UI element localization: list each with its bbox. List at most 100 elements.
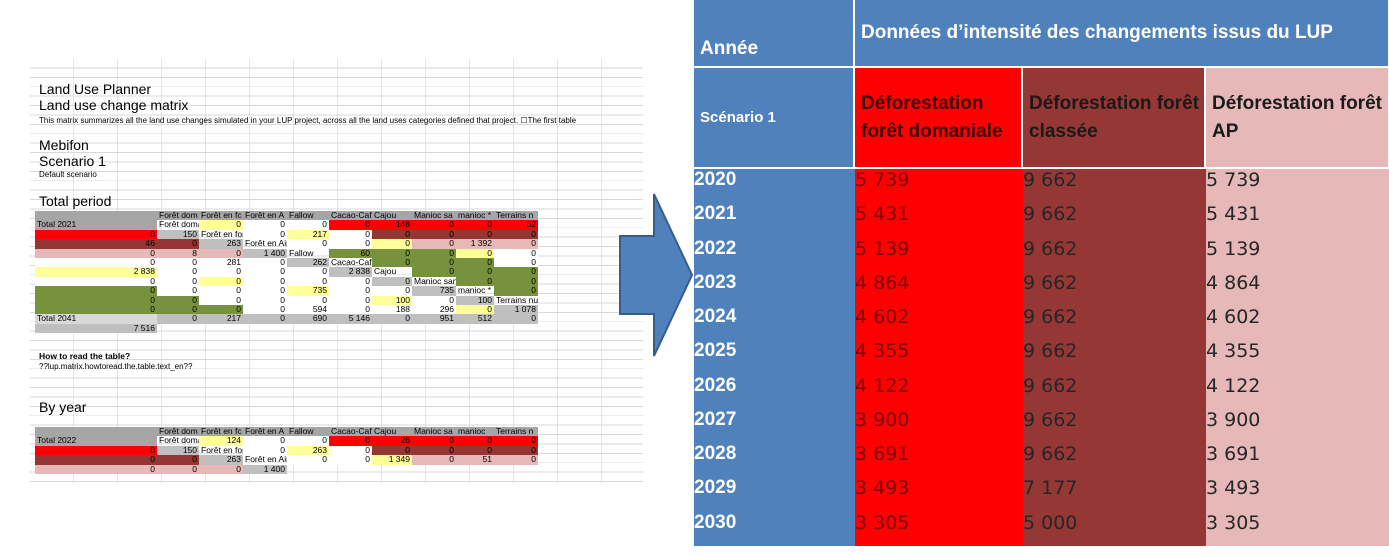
- matrix-cell: 512: [456, 314, 494, 324]
- matrix-cell: 0: [35, 455, 157, 465]
- matrix-cell: 0: [412, 220, 456, 230]
- matrix-cell: 0: [372, 248, 412, 258]
- matrix-cell: 0: [243, 220, 287, 230]
- matrix-cell: 0: [412, 295, 456, 305]
- year-header: Année: [694, 0, 855, 68]
- matrix-cell: 0: [329, 239, 372, 249]
- column-header: Manioc sa: [412, 427, 456, 437]
- matrix-cell: 0: [157, 276, 199, 287]
- column-header: manioc: [456, 427, 494, 437]
- matrix-cell: 0: [412, 257, 456, 268]
- matrix-cell: 0: [243, 436, 287, 446]
- matrix-cell: 0: [412, 436, 456, 446]
- column-header: Forêt en A: [243, 211, 287, 221]
- matrix-cell: 0: [287, 239, 329, 249]
- matrix-cell: 690: [287, 314, 329, 324]
- matrix-cell: 0: [35, 445, 157, 456]
- matrix-cell: 1 349: [372, 455, 412, 465]
- matrix-cell: 735: [412, 286, 456, 296]
- matrix-cell: 0: [372, 314, 412, 324]
- matrix-cell: 2 838: [35, 267, 157, 277]
- column-header: Cajou: [372, 211, 412, 221]
- row-label: Forêt domaniale: [159, 220, 199, 230]
- matrix-cell: 0: [243, 314, 287, 324]
- column-header: Terrains n: [494, 427, 538, 437]
- column-header: Fallow: [287, 427, 329, 437]
- matrix-cell: 0: [199, 304, 243, 315]
- column-header: Forêt dom: [157, 427, 199, 437]
- matrix-cell: 0: [329, 286, 372, 296]
- column-header: Fallow: [287, 211, 329, 221]
- matrix-cell: 217: [199, 314, 243, 324]
- matrix-cell: 124: [199, 436, 243, 446]
- sheet-scenario-desc: Default scenario: [39, 170, 97, 179]
- matrix-cell: 150: [157, 229, 199, 240]
- matrix-cell: 0: [157, 314, 199, 324]
- matrix-cell: 296: [412, 304, 456, 315]
- row-label: Forêt en Aires protégées: [245, 239, 287, 249]
- row-label: Fallow: [289, 248, 314, 258]
- column-header: Manioc sa: [412, 211, 456, 221]
- column-header: Forêt en fc: [199, 211, 243, 221]
- matrix-cell: 0: [412, 455, 456, 465]
- matrix-cell: 0: [35, 248, 157, 258]
- matrix-cell: 0: [243, 295, 287, 305]
- matrix-cell: 1 400: [243, 248, 287, 258]
- matrix-cell: 0: [372, 276, 412, 287]
- matrix-cell: 0: [494, 229, 538, 240]
- matrix-cell: 0: [456, 304, 494, 315]
- col-header-domaniale: Déforestation forêt domaniale: [855, 68, 1023, 169]
- matrix-cell: 0: [494, 445, 538, 456]
- right-arrow-icon: [619, 193, 694, 357]
- matrix-cell: 46: [35, 239, 157, 249]
- matrix-cell: 60: [329, 248, 372, 258]
- column-header: Forêt en fc: [199, 427, 243, 437]
- spreadsheet-panel: Land Use Planner Land use change matrix …: [30, 59, 643, 483]
- matrix-cell: 100: [456, 295, 494, 305]
- sheet-description: This matrix summarizes all the land use …: [39, 116, 577, 125]
- column-header: manioc *: [456, 211, 494, 221]
- matrix-cell: 0: [35, 276, 157, 287]
- matrix-cell: 0: [494, 267, 538, 277]
- matrix-cell: 0: [157, 267, 199, 277]
- matrix-cell: 0: [456, 436, 494, 446]
- row-label: Forêt en forêt classée: [201, 445, 243, 455]
- matrix-cell: 0: [456, 267, 494, 277]
- matrix-cell: 0: [243, 257, 287, 268]
- matrix-cell: 594: [287, 304, 329, 315]
- period-title: Total period: [39, 193, 112, 209]
- by-year-title: By year: [39, 399, 87, 415]
- matrix-cell: 0: [329, 304, 372, 315]
- matrix-cell: 0: [329, 276, 372, 287]
- matrix-cell: 262: [287, 257, 329, 268]
- matrix-cell: 26: [372, 436, 412, 446]
- matrix-cell: 0: [243, 267, 287, 277]
- matrix-cell: 0: [329, 445, 372, 456]
- matrix-cell: 0: [243, 276, 287, 287]
- matrix-cell: 0: [199, 276, 243, 287]
- matrix-cell: 263: [199, 455, 243, 465]
- matrix-cell: 0: [456, 257, 494, 268]
- matrix-cell: 0: [199, 295, 243, 305]
- row-label: Manioc sans association: [414, 276, 456, 286]
- row-label: Total 2041: [35, 314, 157, 324]
- matrix-corner: [35, 211, 157, 221]
- matrix-cell: 0: [199, 248, 243, 258]
- matrix-cell: 0: [287, 276, 329, 287]
- column-header: Cajou: [372, 427, 412, 437]
- matrix-cell: 8: [157, 248, 199, 258]
- row-label: Forêt en Aires protégées: [245, 455, 287, 465]
- row-label: Forêt en forêt classée: [201, 229, 243, 239]
- matrix-cell: 0: [243, 304, 287, 315]
- row-label: Cacao-Café: [331, 257, 372, 267]
- column-header: Cacao-Caf: [329, 211, 372, 221]
- lup-intensity-table: Année Données d’intensité des changement…: [693, 0, 1389, 556]
- matrix-cell: 0: [157, 295, 199, 305]
- matrix-cell: 263: [287, 445, 329, 456]
- column-header: Total 2022: [35, 436, 157, 446]
- column-header: Terrains n: [494, 211, 538, 221]
- matrix-cell: 148: [372, 220, 412, 230]
- matrix-cell: 1 078: [494, 304, 538, 315]
- land-use-matrix: Forêt dom Forêt en fc Forêt en A Fallow Caca…: [35, 211, 538, 334]
- matrix-cell: 1 400: [243, 464, 287, 474]
